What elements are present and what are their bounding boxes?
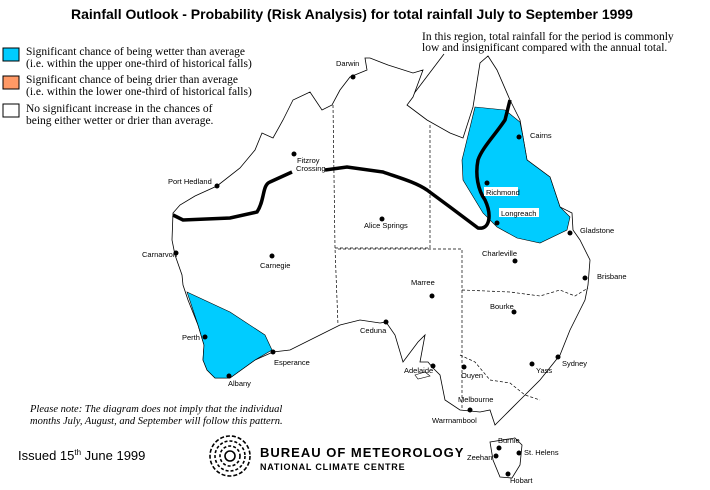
city-dot-marree [429, 293, 435, 299]
city-label-perth: Perth [182, 333, 200, 342]
city-label-warrnambool: Warrnambool [432, 416, 477, 425]
city-label-bourke: Bourke [490, 302, 514, 311]
issued-date: Issued 15th June 1999 [18, 448, 145, 463]
city-dot-perth [202, 334, 208, 340]
city-dot-charleville [512, 258, 518, 264]
city-dot-gladstone [567, 230, 573, 236]
legend-wetter-line2: (i.e. within the upper one-third of hist… [26, 58, 252, 70]
city-label-st-helens: St. Helens [524, 448, 559, 457]
city-label-yass: Yass [536, 366, 552, 375]
city-dot-ceduna [383, 319, 389, 325]
city-dot-carnarvon [173, 250, 179, 256]
legend-drier-line1: Significant chance of being drier than a… [26, 74, 238, 86]
city-dot-adelaide [430, 363, 436, 369]
disclaimer-line1: Please note: The diagram does not imply … [29, 404, 282, 415]
city-label-sydney: Sydney [562, 359, 587, 368]
city-dot-cairns [516, 134, 522, 140]
city-dot-ouyen [461, 364, 467, 370]
city-dot-esperance [270, 349, 276, 355]
city-dot-sydney [555, 354, 561, 360]
city-labels: Darwin Cairns Fitzroy Crossing Port Hedl… [142, 59, 627, 485]
city-dot-longreach [494, 220, 500, 226]
longreach-label-bg [499, 208, 539, 217]
city-dot-burnie [496, 445, 502, 451]
city-label-zeehan: Zeehan [467, 453, 492, 462]
city-label-gladstone: Gladstone [580, 226, 614, 235]
city-label-fitzroy-1: Fitzroy [297, 156, 320, 165]
richmond-label-bg [484, 187, 518, 196]
legend-wetter-line1: Significant chance of being wetter than … [26, 46, 245, 58]
city-label-port-hedland: Port Hedland [168, 177, 212, 186]
city-label-cairns: Cairns [530, 131, 552, 140]
city-label-brisbane: Brisbane [597, 272, 627, 281]
city-dot-yass [529, 361, 535, 367]
city-label-richmond: Richmond [486, 188, 520, 197]
city-dot-st-helens [516, 450, 522, 456]
region-note-line2: low and insignificant compared with the … [422, 42, 667, 54]
legend: Significant chance of being wetter than … [2, 46, 252, 127]
city-label-longreach: Longreach [501, 209, 536, 218]
city-label-fitzroy-2: Crossing [296, 164, 326, 173]
city-dot-port-hedland [214, 183, 220, 189]
city-dot-brisbane [582, 275, 588, 281]
legend-swatch-wetter [2, 47, 20, 62]
city-label-charleville: Charleville [482, 249, 517, 258]
region-note-line1: In this region, total rainfall for the p… [422, 31, 674, 43]
legend-swatch-drier [2, 75, 20, 90]
city-dot-alice-springs [379, 216, 385, 222]
map-title: Rainfall Outlook - Probability (Risk Ana… [71, 6, 633, 22]
disclaimer-line2: months July, August, and September will … [30, 416, 283, 427]
city-label-esperance: Esperance [274, 358, 310, 367]
region-boundary-line [172, 99, 512, 230]
city-dot-melbourne [467, 407, 473, 413]
city-markers [173, 74, 588, 477]
legend-drier-line2: (i.e. within the lower one-third of hist… [26, 86, 252, 98]
city-label-adelaide: Adelaide [404, 366, 433, 375]
city-label-ouyen: Ouyen [461, 371, 483, 380]
city-dot-darwin [350, 74, 356, 80]
city-label-alice-springs: Alice Springs [364, 221, 408, 230]
legend-neutral-line1: No significant increase in the chances o… [26, 103, 213, 115]
city-label-burnie: Burnie [498, 436, 520, 445]
wetter-region-southwest-wa [186, 291, 273, 379]
bom-logo: BUREAU OF METEOROLOGY NATIONAL CLIMATE C… [209, 435, 464, 477]
city-dot-bourke [511, 309, 517, 315]
state-borders [332, 104, 589, 410]
city-label-ceduna: Ceduna [360, 326, 387, 335]
legend-swatch-neutral [2, 103, 20, 118]
logo-bureau-text: BUREAU OF METEOROLOGY [260, 445, 464, 460]
city-label-melbourne: Melbourne [458, 395, 493, 404]
city-dot-zeehan [493, 453, 499, 459]
logo-ncc-text: NATIONAL CLIMATE CENTRE [260, 462, 405, 472]
city-label-albany: Albany [228, 379, 251, 388]
city-dot-richmond [484, 180, 490, 186]
city-label-carnarvon: Carnarvon [142, 250, 177, 259]
legend-neutral-line2: being either wetter or drier than averag… [26, 115, 214, 127]
bom-spiral-icon [209, 435, 251, 477]
city-label-marree: Marree [411, 278, 435, 287]
city-label-darwin: Darwin [336, 59, 359, 68]
city-dot-hobart [505, 471, 511, 477]
city-label-carnegie: Carnegie [260, 261, 290, 270]
city-dot-albany [226, 373, 232, 379]
city-dot-fitzroy-crossing [291, 151, 297, 157]
city-dot-carnegie [269, 253, 275, 259]
city-label-hobart: Hobart [510, 476, 533, 485]
kangaroo-island [414, 371, 431, 380]
